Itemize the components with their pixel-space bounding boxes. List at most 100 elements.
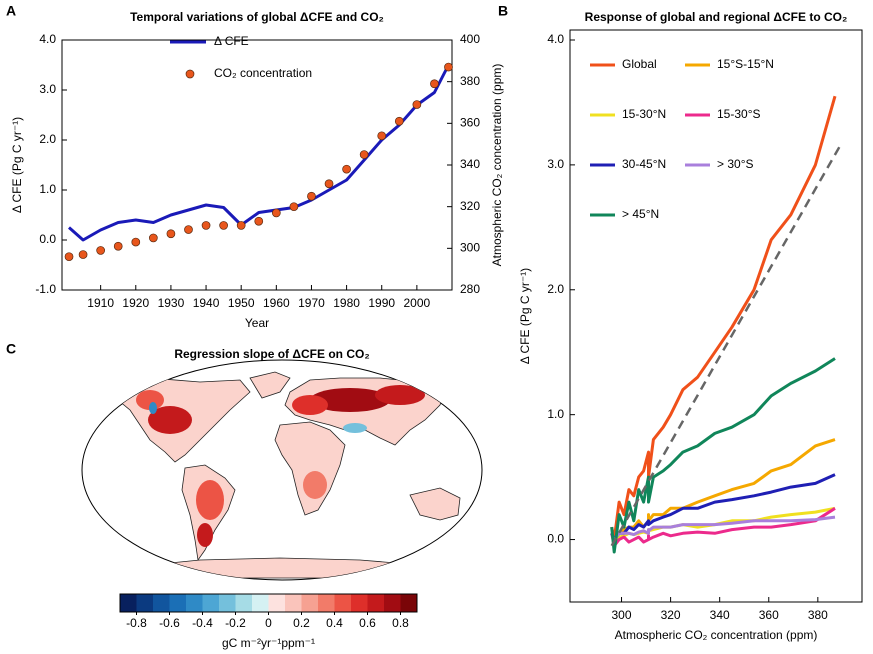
colorbar-tick-label: 0.6 [359, 616, 376, 630]
color-box [219, 594, 236, 612]
x-tick-label: 340 [710, 608, 730, 622]
co2-point [359, 150, 369, 159]
y-tick-label: 2.0 [547, 282, 564, 296]
co2-point [131, 237, 141, 247]
color-box [400, 594, 418, 612]
colorbar-tick-label: -0.4 [192, 616, 213, 630]
co2-point [236, 221, 246, 230]
y-tick-label: -1.0 [35, 282, 56, 296]
legend-label: 15°S-15°N [717, 57, 774, 71]
legend-label: 15-30°N [622, 107, 666, 121]
cold-spot [149, 402, 157, 414]
x-tick-label: 1930 [158, 296, 185, 310]
color-box [252, 594, 269, 612]
legend-label: CO₂ concentration [214, 66, 312, 80]
x-tick-label: 1970 [298, 296, 325, 310]
co2-point [254, 216, 264, 226]
y2-tick-label: 400 [460, 32, 480, 46]
y-tick-label: 0.0 [547, 532, 564, 546]
panel-letter: A [6, 3, 16, 19]
legend-marker [185, 69, 195, 79]
colorbar-tick-label: -0.8 [126, 616, 147, 630]
co2-point [271, 208, 281, 218]
x-tick-label: 1940 [193, 296, 220, 310]
colorbar-tick-label: 0 [265, 616, 272, 630]
x-tick-label: 1910 [87, 296, 114, 310]
y2-tick-label: 280 [460, 282, 480, 296]
y-tick-label: 3.0 [547, 157, 564, 171]
plot-frame [569, 29, 863, 603]
x-tick-label: 300 [612, 608, 632, 622]
hot-spot [375, 385, 425, 405]
co2-point [430, 79, 439, 89]
y2-tick-label: 300 [460, 241, 480, 255]
y-tick-label: 4.0 [39, 32, 56, 46]
co2-point [78, 250, 88, 259]
x-axis-label: Year [245, 316, 269, 330]
colorbar-tick-label: 0.8 [392, 616, 409, 630]
co2-point [149, 233, 158, 243]
colorbar-label: gC m⁻²yr⁻¹ppm⁻¹ [222, 636, 315, 650]
color-box [153, 594, 170, 612]
series-line [610, 507, 836, 548]
hot-spot [148, 406, 192, 434]
fit-line [610, 145, 841, 547]
hot-spot [136, 390, 164, 410]
co2-point [166, 229, 176, 239]
y2-tick-label: 320 [460, 199, 480, 213]
cold-spot [343, 423, 367, 433]
legend-label: > 30°S [717, 157, 754, 171]
co2-point [113, 241, 123, 251]
y2-tick-label: 380 [460, 74, 480, 88]
legend-label: > 45°N [622, 207, 659, 221]
co2-point [342, 164, 351, 174]
y-tick-label: 1.0 [39, 182, 56, 196]
color-box [202, 594, 220, 612]
y-tick-label: 1.0 [547, 407, 564, 421]
x-tick-label: 380 [808, 608, 828, 622]
co2-point [184, 225, 193, 234]
co2-point [444, 62, 453, 72]
land [249, 371, 291, 399]
y-tick-label: 2.0 [39, 132, 56, 146]
co2-point [377, 131, 387, 141]
legend-label: Global [622, 57, 657, 71]
y-tick-label: 3.0 [39, 82, 56, 96]
x-axis-label: Atmospheric CO₂ concentration (ppm) [615, 628, 818, 642]
series-line [68, 64, 450, 242]
chart-title: Response of global and regional ΔCFE to … [585, 10, 848, 24]
x-tick-label: 1980 [333, 296, 360, 310]
co2-point [201, 221, 211, 230]
colorbar-tick-label: -0.2 [225, 616, 246, 630]
co2-point [96, 246, 105, 255]
co2-point [64, 252, 74, 262]
co2-point [289, 202, 299, 212]
legend-label: 15-30°S [717, 107, 761, 121]
x-tick-label: 1990 [368, 296, 395, 310]
world-map [81, 359, 483, 581]
y-axis-label: Δ CFE (Pg C yr⁻¹) [10, 117, 24, 213]
hot-spot [292, 395, 328, 415]
color-box [136, 594, 154, 612]
co2-point [219, 221, 228, 230]
color-box [120, 594, 137, 612]
land [409, 487, 461, 521]
series-line [610, 357, 836, 554]
color-box [169, 594, 187, 612]
hot-spot [197, 523, 213, 547]
co2-point [394, 116, 404, 126]
y2-tick-label: 360 [460, 116, 480, 130]
colorbar-tick-label: -0.6 [159, 616, 180, 630]
x-tick-label: 1920 [122, 296, 149, 310]
hot-spot [196, 480, 224, 520]
y2-tick-label: 340 [460, 157, 480, 171]
x-tick-label: 320 [661, 608, 681, 622]
co2-point [324, 179, 334, 189]
color-box [334, 594, 352, 612]
y-tick-label: 4.0 [547, 32, 564, 46]
color-box [285, 594, 302, 612]
panel-letter: B [498, 3, 508, 19]
color-box [268, 594, 286, 612]
color-box [301, 594, 319, 612]
